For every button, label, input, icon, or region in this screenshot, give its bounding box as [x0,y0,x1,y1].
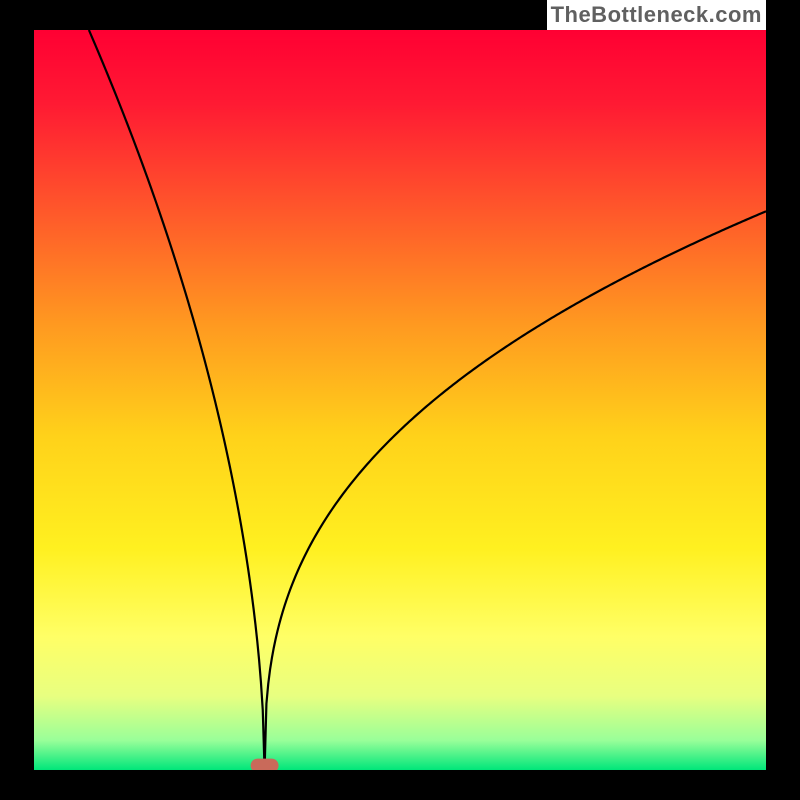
chart-container: TheBottleneck.com [0,0,800,800]
gradient-background [34,30,766,770]
optimal-marker [251,759,279,770]
watermark-text: TheBottleneck.com [547,0,766,30]
plot-area [34,30,766,770]
